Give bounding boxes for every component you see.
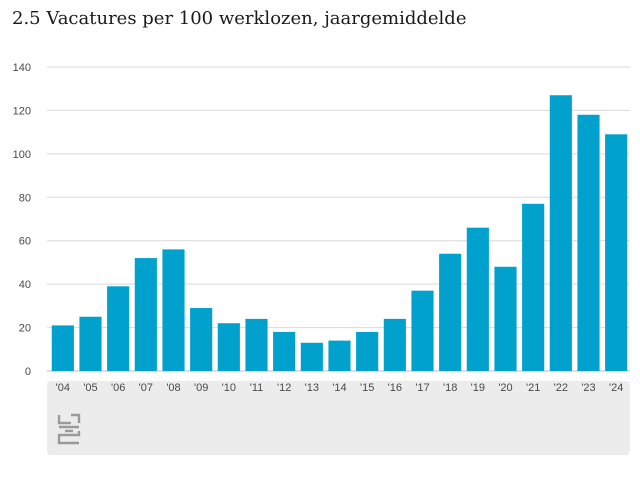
bar [356,331,379,371]
x-tick-label: '21 [526,382,540,394]
bar [217,323,240,371]
bar [439,253,462,371]
x-tick-label: '10 [222,382,236,394]
bar [605,134,628,371]
bar [245,318,268,371]
bar [466,227,489,371]
x-tick-label: '11 [250,382,264,394]
x-tick-label: '06 [111,382,125,394]
bar [383,318,406,371]
x-tick-label: '05 [83,382,97,394]
footer-panel [47,381,630,455]
x-tick-label: '17 [415,382,429,394]
y-tick-label: 140 [13,62,31,74]
bar [190,308,213,371]
x-tick-label: '16 [388,382,402,394]
chart-title: 2.5 Vacatures per 100 werklozen, jaargem… [12,8,467,29]
cbs-logo-icon [57,413,81,450]
bar [577,114,600,372]
bar [522,203,545,371]
x-tick-label: '22 [554,382,568,394]
bar [79,316,102,371]
bar [134,258,157,371]
x-tick-label: '04 [56,382,70,394]
x-tick-label: '15 [360,382,374,394]
y-tick-label: 60 [19,236,31,248]
y-tick-label: 0 [25,366,31,378]
y-tick-label: 20 [19,323,31,335]
y-tick-label: 120 [13,105,31,117]
x-tick-label: '07 [139,382,153,394]
bar [549,95,572,371]
y-axis-ticks: 0 20 40 60 80 100 120 140 [13,62,31,378]
y-tick-label: 80 [19,192,31,204]
x-tick-label: '14 [332,382,346,394]
x-tick-label: '18 [443,382,457,394]
bar [107,286,130,371]
y-tick-label: 40 [19,279,31,291]
x-tick-label: '24 [609,382,623,394]
bar [300,342,323,371]
x-tick-label: '13 [305,382,319,394]
bar [273,331,296,371]
bar [162,249,185,371]
x-tick-label: '08 [166,382,180,394]
x-tick-label: '12 [277,382,291,394]
x-tick-label: '20 [498,382,512,394]
x-tick-label: '09 [194,382,208,394]
x-tick-label: '19 [471,382,485,394]
bar [411,290,434,371]
x-tick-label: '23 [581,382,595,394]
bar [494,266,517,371]
bars [51,95,628,372]
y-tick-label: 100 [13,149,31,161]
x-axis-ticks: '04 '05 '06 '07 '08 '09 '10 '11 '12 '13 '14 '15 '16 '… [56,382,624,394]
bar [51,325,74,371]
bar [328,340,351,371]
